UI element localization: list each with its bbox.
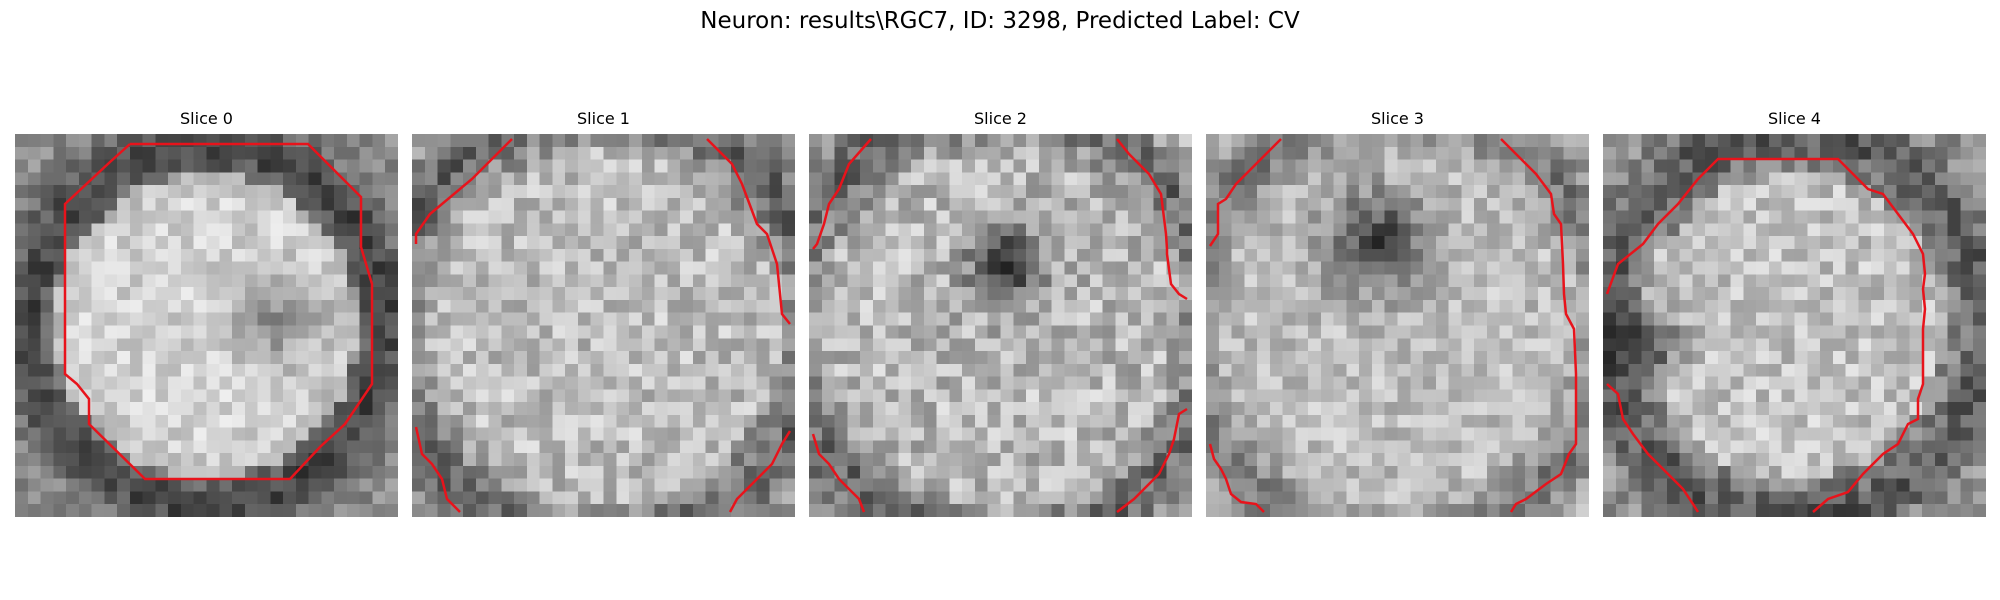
slice-title: Slice 2 — [974, 109, 1027, 128]
slice-image — [412, 134, 795, 517]
slice-panel-4: Slice 4 — [1603, 108, 1986, 517]
slice-title: Slice 4 — [1768, 109, 1821, 128]
slice-panel-3: Slice 3 — [1206, 108, 1589, 517]
slice-title: Slice 0 — [180, 109, 233, 128]
slice-title: Slice 1 — [577, 109, 630, 128]
slice-title: Slice 3 — [1371, 109, 1424, 128]
figure-title: Neuron: results\RGC7, ID: 3298, Predicte… — [700, 8, 1300, 34]
slice-image — [809, 134, 1192, 517]
slice-image — [1206, 134, 1589, 517]
slice-panel-1: Slice 1 — [412, 108, 795, 517]
slice-image — [1603, 134, 1986, 517]
slice-image — [15, 134, 398, 517]
slice-panel-0: Slice 0 — [15, 108, 398, 517]
slice-panel-2: Slice 2 — [809, 108, 1192, 517]
